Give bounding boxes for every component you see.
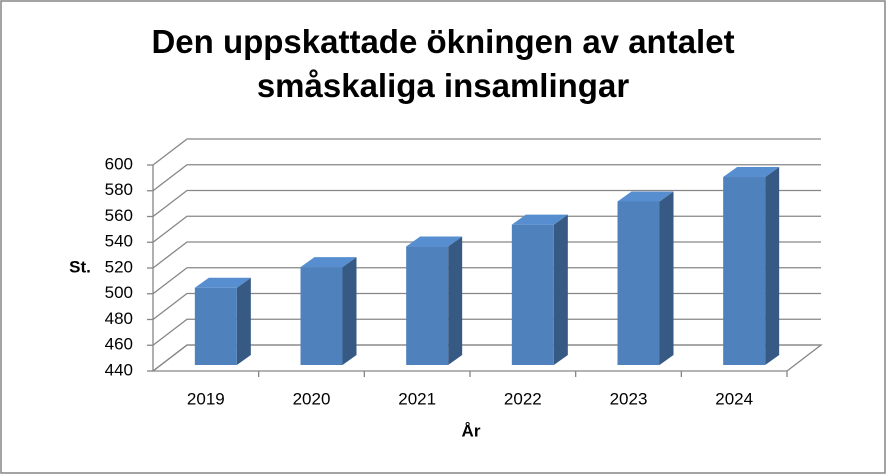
y-axis-label: St. <box>69 257 91 276</box>
y-tick-label: 520 <box>105 257 133 276</box>
grid-line <box>152 189 821 218</box>
x-tick-label: 2023 <box>610 389 648 408</box>
grid-line <box>152 318 821 346</box>
grid-line <box>152 267 821 295</box>
y-tick-label: 600 <box>105 154 133 173</box>
bar-top <box>511 214 568 225</box>
bar <box>511 224 554 365</box>
grid-line <box>152 215 821 243</box>
y-tick-label: 440 <box>105 360 133 379</box>
y-tick-label: 480 <box>105 309 133 328</box>
x-tick-label: 2019 <box>187 389 225 408</box>
bar <box>617 201 660 365</box>
x-tick-label: 2020 <box>293 389 331 408</box>
bar <box>194 287 237 365</box>
grid-line <box>152 344 821 372</box>
bar-side <box>659 191 674 365</box>
bar-top <box>406 236 463 247</box>
bar-side <box>342 257 357 365</box>
y-tick-label: 580 <box>105 180 133 199</box>
bar <box>406 246 449 365</box>
bar-side <box>553 214 568 365</box>
bar-top <box>617 191 674 202</box>
grid-line <box>152 241 821 269</box>
bar-side <box>448 236 463 365</box>
bar-top <box>194 277 251 288</box>
y-tick-label: 460 <box>105 335 133 354</box>
y-tick-label: 500 <box>105 283 133 302</box>
grid-line <box>152 164 821 192</box>
bar <box>300 267 343 365</box>
x-axis-label: År <box>462 421 481 440</box>
grid-line <box>152 138 821 166</box>
y-tick-label: 540 <box>105 232 133 251</box>
x-tick-label: 2022 <box>504 389 542 408</box>
bar-top <box>300 257 357 268</box>
bar-side <box>765 167 780 365</box>
bar <box>723 177 766 365</box>
bar-side <box>236 277 251 365</box>
x-tick-label: 2024 <box>715 389 753 408</box>
bar-top <box>723 167 780 178</box>
chart-title: Den uppskattade ökningen av antalet smås… <box>151 23 735 104</box>
grid-line <box>152 292 821 321</box>
x-tick-label: 2021 <box>398 389 436 408</box>
y-tick-label: 560 <box>105 206 133 225</box>
